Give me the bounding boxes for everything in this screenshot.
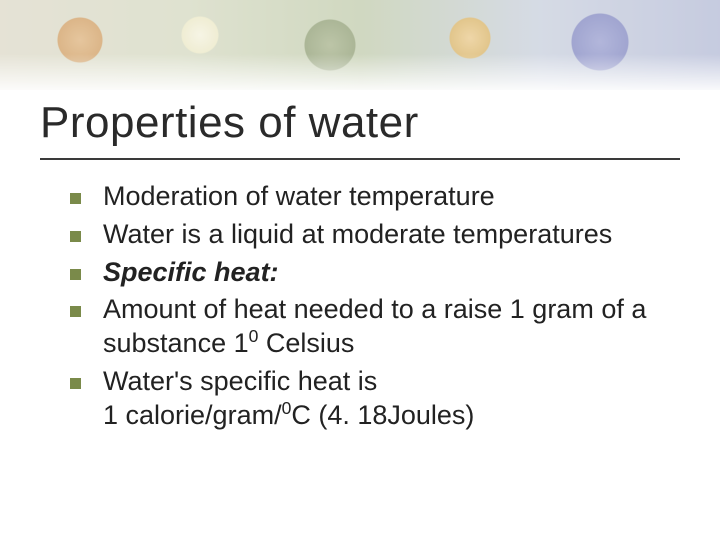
superscript: 0 [249, 326, 259, 346]
square-bullet-icon [70, 269, 81, 280]
decorative-banner [0, 0, 720, 90]
list-item: Moderation of water temperature [70, 180, 670, 214]
title-underline [40, 158, 680, 160]
slide: Properties of water Moderation of water … [0, 0, 720, 540]
square-bullet-icon [70, 306, 81, 317]
item-text-part: 1 calorie/gram/ [103, 400, 282, 430]
square-bullet-icon [70, 231, 81, 242]
list-item: Water's specific heat is 1 calorie/gram/0… [70, 365, 670, 433]
square-bullet-icon [70, 193, 81, 204]
square-bullet-icon [70, 378, 81, 389]
item-text: Amount of heat needed to a raise 1 gram … [103, 293, 670, 361]
item-text: Water's specific heat is 1 calorie/gram/0… [103, 365, 474, 433]
bullet-list: Moderation of water temperature Water is… [70, 180, 670, 436]
item-text-part: Celsius [258, 328, 354, 358]
superscript: 0 [282, 398, 292, 418]
item-text: Water is a liquid at moderate temperatur… [103, 218, 612, 252]
item-text-part: Amount of heat needed to a raise 1 gram … [103, 294, 646, 358]
item-text: Specific heat: [103, 256, 279, 290]
slide-title: Properties of water [40, 98, 419, 148]
list-item: Water is a liquid at moderate temperatur… [70, 218, 670, 252]
item-text-part: C (4. 18Joules) [291, 400, 474, 430]
item-text: Moderation of water temperature [103, 180, 495, 214]
list-item: Amount of heat needed to a raise 1 gram … [70, 293, 670, 361]
list-item: Specific heat: [70, 256, 670, 290]
item-text-part: Water's specific heat is [103, 366, 377, 396]
